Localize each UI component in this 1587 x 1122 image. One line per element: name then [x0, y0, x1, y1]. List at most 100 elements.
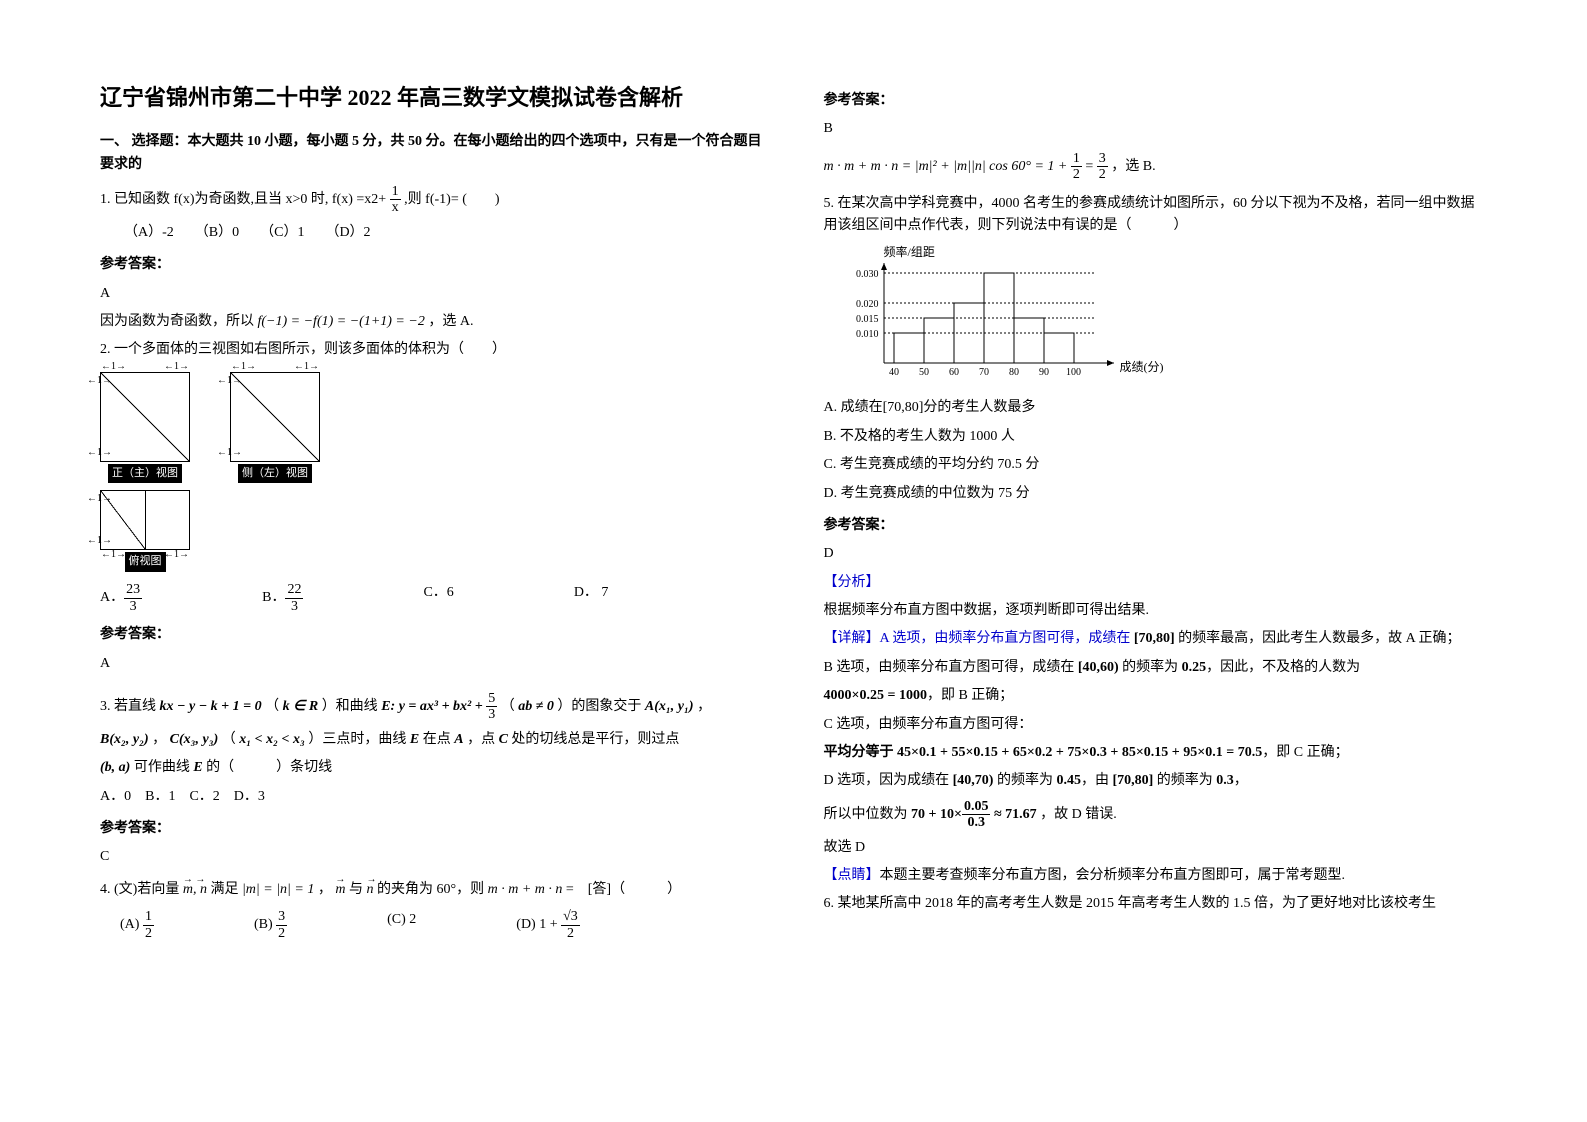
side-arrows: ←1→←1→ [87, 373, 112, 461]
vec-arrow: → [335, 872, 345, 888]
svg-text:40: 40 [889, 367, 899, 378]
front-view-block: ←1→←1→ ←1→←1→ 正（主）视图 [100, 372, 190, 484]
t: 3. 若直线 [100, 699, 160, 714]
side-view-label: 侧（左）视图 [238, 464, 312, 484]
side-arrows: ←1→←1→ [87, 491, 112, 549]
pt: C(x₃, y₃) [170, 732, 219, 747]
q2-optB: B．223 [262, 582, 303, 614]
t: （ [222, 732, 236, 747]
t: (B) [254, 917, 276, 932]
arrow: ←1→ [294, 359, 319, 375]
q5-optA: A. 成绩在[70,80]分的考生人数最多 [824, 397, 1488, 419]
t: ，即 B 正确； [927, 688, 1013, 703]
num: √3 [561, 909, 580, 925]
q5-detail-b: B 选项，由频率分布直方图可得，成绩在 [40,60) 的频率为 0.25，因此… [824, 657, 1488, 679]
t: 4. (文)若向量 [100, 882, 183, 897]
q2-answer: A [100, 653, 764, 675]
svg-text:60: 60 [949, 367, 959, 378]
bottom-arrows: ←1→←1→ [101, 547, 189, 563]
t: 70 + 10× [911, 807, 962, 822]
t: C [499, 732, 508, 747]
t: 的频率最高，因此考生人数最多，故 A 正确； [1175, 631, 1461, 646]
q5-optD: D. 考生竞赛成绩的中位数为 75 分 [824, 483, 1488, 505]
t: ， [152, 732, 166, 747]
t: ，故 D 错误. [1040, 807, 1117, 822]
q2-options: A．233 B．223 C．6 D． 7 [100, 582, 764, 614]
val: 0.3 [1216, 773, 1234, 788]
svg-text:90: 90 [1039, 367, 1049, 378]
q5-optC: C. 考生竞赛成绩的平均分约 70.5 分 [824, 454, 1488, 476]
arrow: ←1→ [87, 491, 112, 507]
interval: [70,80] [1112, 773, 1153, 788]
den: 3 [124, 599, 142, 614]
q4-options: (A) 12 (B) 32 (C) 2 (D) 1 + √32 [100, 909, 764, 941]
eq: ab ≠ 0 [518, 699, 554, 714]
eq: kx − y − k + 1 = 0 [160, 699, 262, 714]
q3-answer: C [100, 846, 764, 868]
q3-line2: B(x₂, y₂) ， C(x₃, y₃) （ x₁ < x₂ < x₃ ）三点… [100, 729, 764, 751]
t: 与 [349, 882, 367, 897]
svg-text:70: 70 [979, 367, 989, 378]
t: (D) 1 + [516, 917, 561, 932]
chart-ylabel: 频率/组距 [884, 243, 935, 262]
side-view-shape: ←1→←1→ ←1→←1→ [230, 372, 320, 462]
q1-explain-eq: f(−1) = −f(1) = −(1+1) = −2 [258, 314, 425, 329]
svg-text:0.030: 0.030 [856, 269, 879, 280]
arrow: ←1→ [87, 373, 112, 389]
svg-text:0.015: 0.015 [856, 314, 879, 325]
num: 0.05 [964, 799, 989, 814]
t: 可作曲线 [134, 760, 194, 775]
arrow: ←1→ [164, 359, 189, 375]
t: 的（ ）条切线 [206, 760, 332, 775]
den: 2 [561, 926, 580, 941]
t: D 选项，因为成绩在 [824, 773, 953, 788]
top-arrows: ←1→←1→ [101, 359, 189, 375]
t: 处的切线总是平行，则过点 [511, 732, 679, 747]
t: ， [697, 699, 711, 714]
val: 0.45 [1056, 773, 1081, 788]
arrow: ←1→ [101, 547, 126, 563]
svg-text:50: 50 [919, 367, 929, 378]
t: 的频率为 [993, 773, 1056, 788]
q5-comment: 【点睛】本题主要考查频率分布直方图，会分析频率分布直方图即可，属于常考题型. [824, 865, 1488, 887]
q5-detail-a: 【详解】A 选项，由频率分布直方图可得，成绩在 [70,80] 的频率最高，因此… [824, 628, 1488, 650]
analysis-heading: 【分析】 [824, 572, 1488, 594]
comment-body: 本题主要考查频率分布直方图，会分析频率分布直方图即可，属于常考题型. [880, 868, 1346, 883]
q4-explain: m · m + m · n = |m|² + |m||n| cos 60° = … [824, 151, 1488, 183]
t: = [1085, 159, 1096, 174]
den: 2 [1097, 167, 1108, 182]
side-arrows: ←1→←1→ [217, 373, 242, 461]
q5-detail-d-median: 所以中位数为 70 + 10×0.050.3 ≈ 71.67 ，故 D 错误. [824, 799, 1488, 831]
q1-text-a: 1. 已知函数 f(x)为奇函数,且当 x>0 时, f(x) =x2+ [100, 192, 386, 207]
eq: 平均分等于 45×0.1 + 55×0.15 + 65×0.2 + 75×0.3… [824, 745, 1263, 760]
num: 3 [276, 909, 287, 925]
q5-detail-c-eq: 平均分等于 45×0.1 + 55×0.15 + 65×0.2 + 75×0.3… [824, 742, 1488, 764]
t: ， [318, 882, 332, 897]
val: 0.25 [1182, 660, 1207, 675]
t: （ [501, 699, 515, 714]
top-arrows: ←1→←1→ [231, 359, 319, 375]
t: ，即 C 正确； [1262, 745, 1348, 760]
t: A [454, 732, 463, 747]
t: 满足 [210, 882, 242, 897]
t: 的夹角为 60°，则 [377, 882, 488, 897]
q2-diagram: ←1→←1→ ←1→←1→ 正（主）视图 ←1→←1→ ←1→←1→ 侧（左）视… [100, 372, 764, 573]
arrow: ←1→ [217, 445, 242, 461]
num: 3 [1097, 151, 1108, 167]
q2-optC: C．6 [423, 582, 453, 614]
t: 的频率为 [1119, 660, 1182, 675]
q5-text: 5. 在某次高中学科竞赛中，4000 名考生的参赛成绩统计如图所示，60 分以下… [824, 193, 1488, 238]
q5-optB: B. 不及格的考生人数为 1000 人 [824, 426, 1488, 448]
q5-detail-b-eq: 4000×0.25 = 1000，即 B 正确； [824, 685, 1488, 707]
vec-arrow: → → [183, 872, 206, 888]
q4-text: 4. (文)若向量 → →m, n 满足 |m| = |n| = 1 ， →m … [100, 879, 764, 901]
q2-optD: D． 7 [574, 582, 609, 614]
t: E [193, 760, 202, 775]
svg-text:100: 100 [1066, 367, 1081, 378]
answer-label: 参考答案： [100, 818, 764, 840]
svg-text:0.010: 0.010 [856, 329, 879, 340]
page-title: 辽宁省锦州市第二十中学 2022 年高三数学文模拟试卷含解析 [100, 80, 764, 115]
eq: x₁ < x₂ < x₃ [239, 732, 305, 747]
den: 2 [1071, 167, 1082, 182]
q2-optA: A．233 [100, 582, 142, 614]
